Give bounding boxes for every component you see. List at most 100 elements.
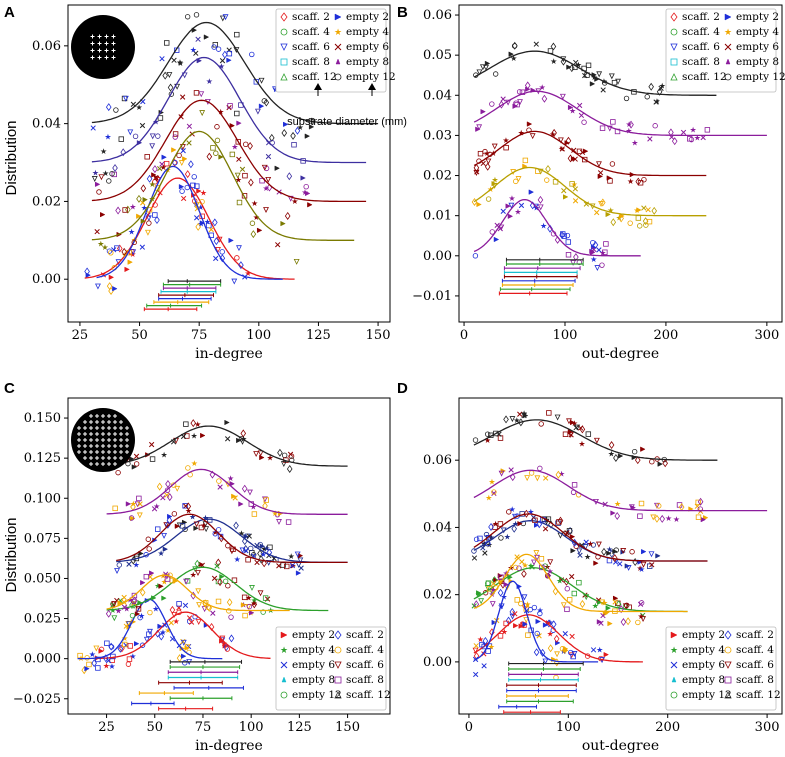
- scatter-point: [513, 100, 519, 106]
- scatter-point: [579, 425, 586, 434]
- legend-label: scaff. 2: [346, 629, 384, 641]
- scatter-point: [95, 656, 101, 663]
- panel-letter-B: B: [397, 4, 408, 21]
- scatter-point: ★: [100, 147, 107, 156]
- substrate-site: [119, 420, 123, 424]
- x-tick-label: 200: [655, 720, 680, 735]
- scatter-point: [217, 484, 223, 490]
- scatter-point: [238, 501, 244, 507]
- legend-label: scaff. 12: [346, 689, 391, 701]
- scatter-point: [243, 548, 249, 554]
- scatter-point: [623, 95, 630, 102]
- scatter-point: [219, 58, 226, 64]
- scatter-point: [576, 579, 582, 586]
- scatter-point: ★: [133, 560, 140, 569]
- scatter-point: [658, 85, 664, 92]
- scatter-point: [137, 501, 143, 507]
- scatter-point: [290, 131, 296, 140]
- scatter-point: [619, 213, 625, 219]
- scatter-point: [507, 213, 514, 219]
- scatter-point: [203, 526, 210, 533]
- scatter-point: [188, 619, 195, 625]
- scatter-point: [276, 563, 282, 569]
- scatter-point: ★: [536, 606, 543, 615]
- scatter-point: ★: [234, 555, 241, 564]
- scatter-point: [644, 94, 650, 100]
- scatter-point: [589, 81, 596, 87]
- scatter-point: ★: [190, 571, 197, 580]
- substrate-site: [125, 432, 129, 436]
- scatter-point: [229, 481, 236, 487]
- scatter-point: [106, 178, 112, 184]
- scatter-point: [265, 153, 272, 160]
- scatter-point: [483, 64, 489, 71]
- scatter-point: [127, 259, 133, 265]
- fit-curve-scaff-2: [84, 177, 295, 280]
- substrate-site: [89, 414, 93, 418]
- scatter-point: [599, 599, 605, 606]
- substrate-site: [113, 450, 117, 454]
- scatter-point: [497, 588, 504, 597]
- scatter-point: [206, 603, 213, 612]
- scatter-point: [125, 205, 131, 214]
- scatter-point: ★: [272, 509, 279, 518]
- scatter-point: [303, 183, 309, 190]
- scatter-point: [498, 578, 505, 584]
- scatter-point: [295, 562, 302, 568]
- plot-frame: [458, 4, 783, 323]
- scatter-point: [599, 125, 606, 131]
- scatter-point: ★: [204, 218, 211, 227]
- scatter-point: [526, 121, 533, 127]
- scatter-point: [275, 242, 281, 248]
- legend-marker: ★: [334, 28, 342, 38]
- scatter-point: [508, 51, 514, 57]
- scatter-point: [576, 548, 583, 555]
- fit-curve-empty-2: [473, 614, 643, 663]
- scatter-point: [532, 517, 538, 523]
- scatter-point: [578, 112, 585, 119]
- scatter-point: [215, 247, 221, 253]
- scatter-point: [289, 562, 296, 569]
- scatter-point: [523, 509, 530, 518]
- scatter-point: [196, 188, 202, 194]
- substrate-site: [107, 432, 111, 436]
- legend-marker: [670, 691, 678, 699]
- scatter-point: [534, 475, 541, 482]
- scatter-point: ★: [238, 529, 245, 538]
- scatter-point: [258, 103, 265, 109]
- scatter-point: [172, 134, 178, 140]
- scatter-point: [505, 203, 511, 209]
- scatter-point: [602, 249, 608, 255]
- scatter-point: ★: [527, 562, 534, 571]
- substrate-site: [90, 34, 95, 39]
- scatter-point: [517, 99, 523, 106]
- substrate-site: [89, 444, 93, 448]
- scatter-point: [194, 183, 200, 189]
- scatter-point: [593, 560, 599, 566]
- scatter-point: [151, 506, 158, 512]
- scatter-point: [119, 644, 125, 653]
- scatter-point: [172, 131, 179, 137]
- scatter-point: [212, 218, 218, 227]
- scatter-point: [573, 59, 579, 66]
- scatter-point: [198, 524, 205, 531]
- scatter-point: [215, 527, 222, 533]
- legend-marker: ★: [670, 646, 678, 656]
- scatter-point: [472, 253, 479, 259]
- scatter-point: [166, 72, 173, 79]
- scatter-point: ★: [235, 176, 242, 185]
- scatter-point: [136, 194, 142, 203]
- scatter-point: [533, 648, 540, 657]
- scatter-point: [133, 453, 140, 459]
- scatter-point: [607, 620, 613, 627]
- scatter-point: [522, 621, 528, 627]
- scatter-point: [247, 489, 253, 496]
- scatter-point: [184, 578, 191, 584]
- substrate-site: [111, 48, 116, 53]
- scatter-point: [195, 619, 202, 626]
- scatter-point: ★: [625, 126, 632, 135]
- x-tick-label: 300: [755, 720, 780, 735]
- legend-label: empty 4: [346, 26, 389, 38]
- scatter-point: [184, 14, 191, 20]
- scatter-point: [653, 502, 660, 509]
